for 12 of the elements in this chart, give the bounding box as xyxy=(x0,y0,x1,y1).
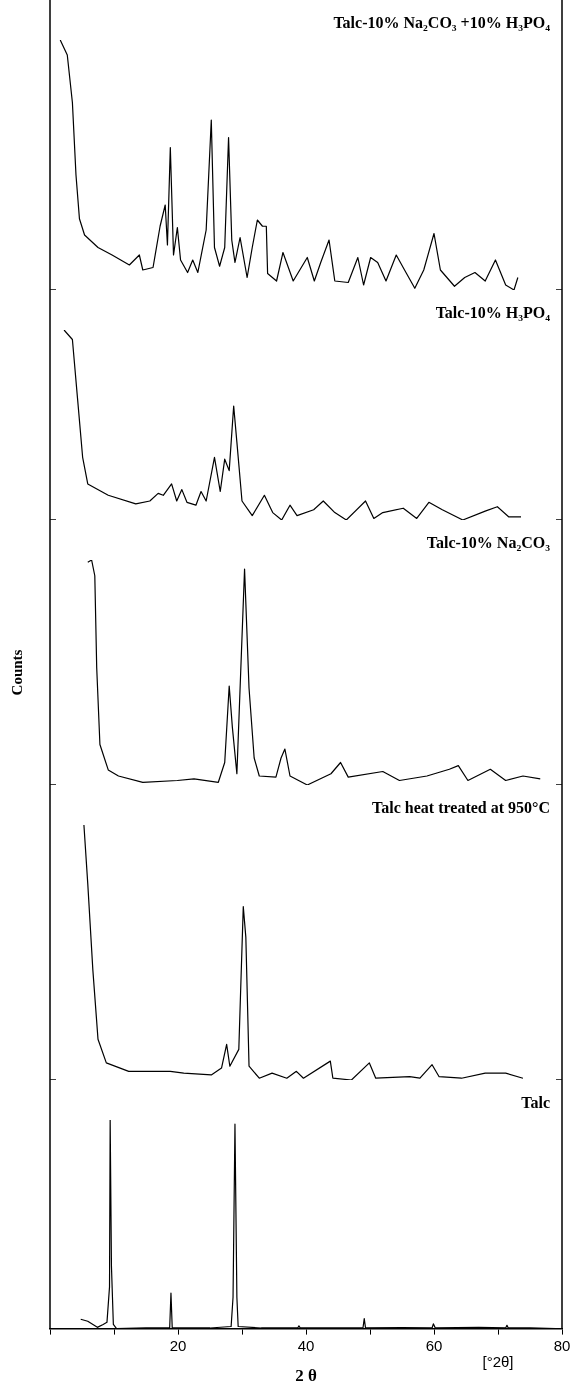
x-tick-label: 80 xyxy=(553,1336,571,1354)
chart-title: Talc heat treated at 950°C xyxy=(372,799,550,817)
x-tick-label: 20 xyxy=(169,1336,187,1354)
y-axis-title: Counts xyxy=(8,649,25,696)
x-tick-label: 60 xyxy=(425,1336,443,1354)
x-tick-label: 40 xyxy=(297,1336,315,1354)
x-axis-title: 2 θ xyxy=(295,1366,317,1386)
text: [°2θ] xyxy=(482,1353,514,1371)
chart-title: Talc-10% Na₂CO₃ xyxy=(426,534,551,552)
chart-title: Talc-10% H₃PO₄ xyxy=(435,304,551,322)
chart-title: Talc xyxy=(521,1094,550,1112)
chart-title: Talc-10% Na₂CO₃ +10% H₃PO₄ xyxy=(333,14,551,32)
